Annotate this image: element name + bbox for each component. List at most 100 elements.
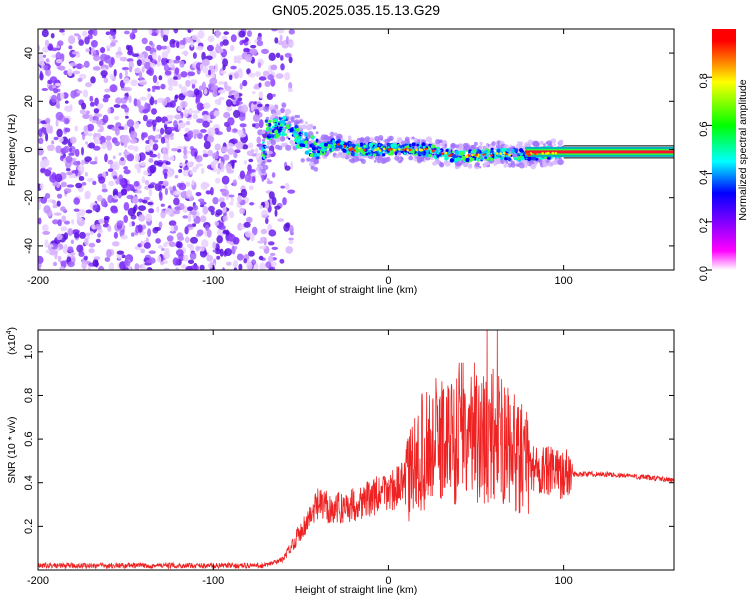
noise-blob	[172, 185, 176, 191]
signal-peak	[420, 148, 424, 152]
noise-blob	[112, 155, 116, 160]
signal-halo	[299, 119, 303, 123]
noise-blob	[170, 155, 175, 161]
noise-blob	[44, 239, 49, 248]
noise-blob	[210, 187, 214, 196]
signal-core	[389, 151, 394, 156]
signal-halo	[557, 159, 564, 166]
spectrogram-ylabel: Frequency (Hz)	[6, 114, 18, 186]
noise-blob	[173, 224, 178, 232]
noise-blob	[257, 62, 262, 69]
signal-peak	[432, 149, 435, 152]
signal-core	[283, 128, 286, 132]
signal-peak	[402, 148, 405, 151]
noise-blob	[243, 160, 247, 165]
noise-blob	[125, 115, 129, 119]
signal-halo	[388, 135, 394, 141]
signal-core	[322, 151, 324, 154]
noise-blob	[155, 81, 160, 85]
signal-halo	[464, 144, 471, 151]
noise-blob	[117, 191, 123, 199]
noise-blob	[161, 163, 168, 171]
noise-blob	[173, 76, 178, 80]
signal-core	[367, 151, 371, 155]
signal-halo	[543, 163, 547, 167]
noise-blob	[60, 206, 66, 212]
noise-blob	[156, 61, 161, 67]
spec-ytick-label: -40	[23, 238, 35, 254]
noise-blob	[168, 241, 176, 248]
noise-blob	[82, 89, 89, 98]
noise-blob	[108, 262, 115, 270]
snr-xtick-label: -200	[27, 575, 49, 587]
noise-blob	[203, 141, 211, 150]
signal-core	[347, 150, 350, 153]
noise-blob	[211, 72, 216, 79]
noise-blob	[68, 152, 75, 156]
noise-blob	[212, 197, 219, 205]
noise-blob	[87, 132, 93, 137]
noise-blob	[52, 219, 59, 225]
signal-core	[282, 115, 287, 120]
noise-blob	[266, 159, 272, 163]
noise-blob	[127, 145, 135, 150]
noise-blob	[76, 212, 80, 219]
signal-core	[281, 123, 285, 127]
noise-blob	[124, 260, 131, 267]
noise-blob	[228, 90, 233, 96]
signal-core	[313, 141, 317, 145]
noise-blob	[78, 39, 84, 46]
noise-blob	[244, 173, 252, 183]
signal-core	[362, 147, 364, 150]
noise-blob	[146, 267, 153, 270]
signal-peak	[374, 148, 377, 151]
noise-blob	[107, 168, 114, 172]
signal-halo	[517, 141, 520, 144]
noise-blob	[172, 59, 180, 64]
signal-core	[400, 144, 404, 148]
noise-blob	[111, 207, 119, 214]
signal-core	[461, 155, 466, 160]
noise-blob	[94, 136, 100, 142]
noise-blob	[89, 101, 95, 107]
signal-core	[338, 144, 343, 149]
signal-core	[368, 142, 373, 148]
noise-blob	[162, 34, 169, 42]
noise-blob	[161, 247, 165, 251]
signal-core	[275, 124, 277, 127]
noise-blob	[256, 40, 264, 47]
signal-core	[406, 145, 410, 149]
noise-blob	[99, 60, 104, 67]
noise-blob	[261, 209, 269, 218]
signal-peak	[441, 152, 445, 155]
noise-blob	[92, 180, 97, 186]
signal-halo	[397, 152, 402, 156]
noise-blob	[186, 189, 193, 198]
signal-core	[342, 148, 347, 153]
signal-core	[496, 148, 501, 153]
noise-blob	[52, 203, 58, 209]
noise-blob	[154, 226, 162, 231]
signal-core	[490, 147, 494, 151]
noise-blob	[129, 221, 133, 227]
noise-blob	[268, 52, 276, 61]
noise-blob	[207, 127, 216, 137]
noise-blob	[196, 38, 201, 44]
noise-blob	[227, 233, 236, 242]
signal-core	[301, 131, 304, 134]
noise-blob	[178, 122, 186, 129]
signal-peak	[376, 147, 380, 150]
noise-blob	[38, 202, 41, 211]
noise-blob	[250, 103, 255, 112]
signal-core	[284, 126, 287, 129]
noise-blob	[109, 84, 118, 93]
noise-blob	[202, 65, 208, 74]
signal-halo	[518, 162, 525, 169]
signal-core	[293, 133, 297, 137]
noise-blob	[149, 62, 156, 68]
signal-core	[409, 145, 412, 148]
noise-blob	[198, 85, 204, 91]
noise-blob	[104, 88, 111, 93]
noise-blob	[261, 48, 269, 55]
